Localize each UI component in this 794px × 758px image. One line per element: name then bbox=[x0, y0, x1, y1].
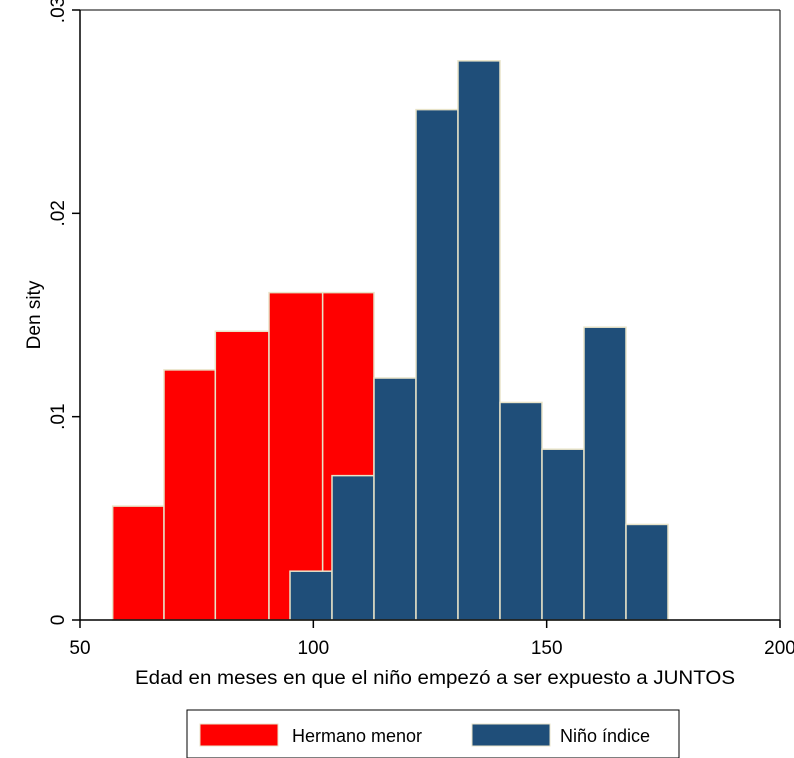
bar-series-1-bin-4 bbox=[457, 60, 501, 621]
x-axis-ticks: 50 100 150 200 bbox=[69, 620, 794, 659]
bar-series-1-bin-2 bbox=[373, 377, 417, 621]
bar-series-0-bin-1 bbox=[163, 369, 217, 621]
y-tick-label: .02 bbox=[48, 200, 69, 226]
series-nino-indice-bars bbox=[289, 60, 669, 621]
legend: Hermano menor Niño índice bbox=[186, 709, 680, 758]
legend-label-nino-indice: Niño índice bbox=[560, 726, 650, 746]
bar-series-0-bin-3 bbox=[268, 291, 324, 621]
legend-swatch-hermano-menor bbox=[199, 723, 279, 747]
bar-series-0-bin-0 bbox=[111, 505, 165, 621]
legend-label-hermano-menor: Hermano menor bbox=[292, 726, 422, 746]
bar-series-1-bin-5 bbox=[499, 401, 543, 621]
y-tick-label: 0 bbox=[48, 615, 69, 626]
bar-series-1-bin-3 bbox=[415, 108, 459, 621]
legend-swatch-nino-indice bbox=[471, 723, 551, 747]
x-tick-label: 200 bbox=[764, 638, 794, 659]
bar-series-1-bin-1 bbox=[331, 474, 375, 621]
x-tick-label: 100 bbox=[297, 638, 329, 659]
y-axis-label: Den sity bbox=[24, 280, 45, 349]
x-tick-label: 150 bbox=[531, 638, 563, 659]
y-tick-label: .03 bbox=[48, 0, 69, 23]
bar-series-1-bin-8 bbox=[625, 523, 669, 621]
bar-series-1-bin-7 bbox=[583, 326, 627, 621]
x-tick-label: 50 bbox=[69, 638, 90, 659]
y-tick-label: .01 bbox=[48, 403, 69, 429]
bar-series-1-bin-6 bbox=[541, 448, 585, 621]
x-axis-label: Edad en meses en que el niño empezó a se… bbox=[135, 668, 735, 689]
bar-series-0-bin-2 bbox=[214, 330, 270, 621]
bar-series-1-bin-0 bbox=[289, 570, 333, 621]
y-axis-ticks: 0 .01 .02 .03 bbox=[48, 0, 80, 625]
